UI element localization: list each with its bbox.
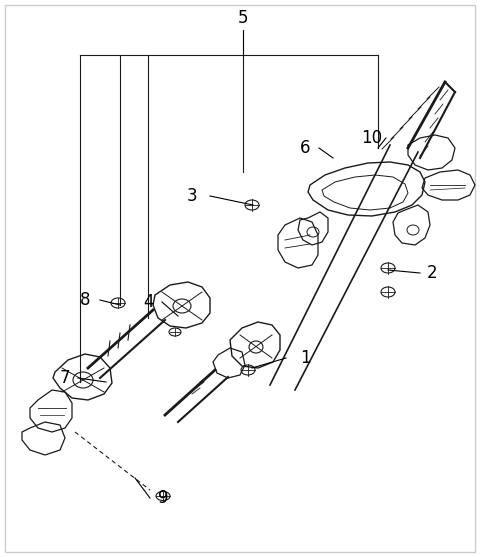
Text: 8: 8 (80, 291, 90, 309)
Text: 5: 5 (238, 9, 248, 27)
Text: 2: 2 (427, 264, 437, 282)
Text: 3: 3 (187, 187, 197, 205)
Text: 10: 10 (361, 129, 383, 147)
Text: 1: 1 (300, 349, 310, 367)
Text: 4: 4 (143, 293, 153, 311)
Text: 7: 7 (60, 369, 70, 387)
Text: 6: 6 (300, 139, 310, 157)
Text: 9: 9 (158, 489, 168, 507)
